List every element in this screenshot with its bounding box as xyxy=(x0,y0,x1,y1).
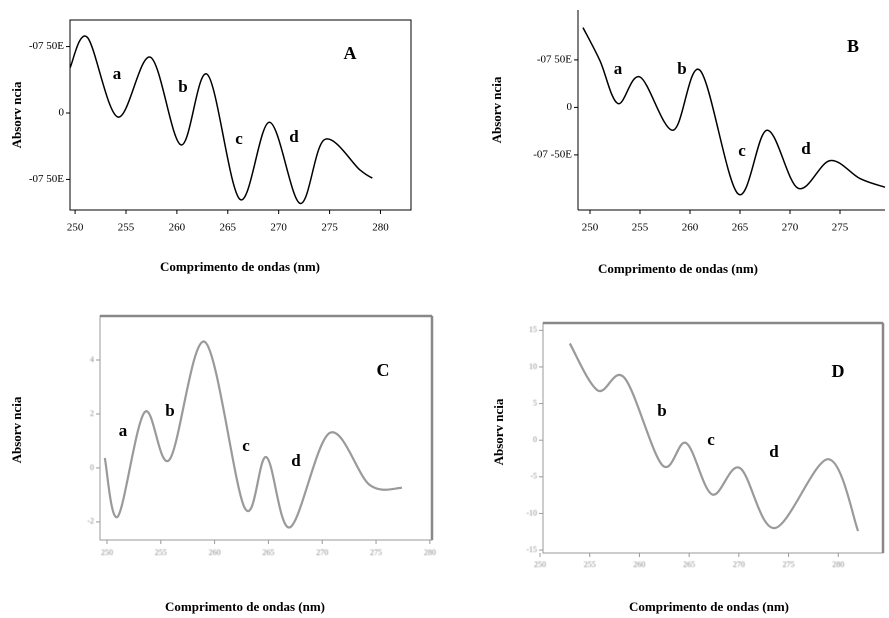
y-tick-label: 10 xyxy=(529,362,537,371)
x-tick-label: 275 xyxy=(832,222,849,234)
y-axis-label: Absorv ncia xyxy=(9,81,24,148)
x-tick-label: 250 xyxy=(101,548,113,557)
x-tick-label: 265 xyxy=(732,222,749,234)
peak-label: c xyxy=(738,141,746,160)
peak-label: c xyxy=(707,430,715,449)
y-tick-label: 4 xyxy=(90,355,94,364)
plot-frame xyxy=(99,315,433,541)
panel-label: C xyxy=(377,360,390,380)
x-tick-label: 280 xyxy=(372,222,389,234)
peak-label: d xyxy=(291,451,301,470)
peak-label: a xyxy=(113,64,122,83)
x-tick-label: 270 xyxy=(733,560,745,569)
x-tick-label: 270 xyxy=(316,548,328,557)
y-tick-label: -07 50E xyxy=(29,40,64,52)
x-tick-label: 275 xyxy=(370,548,382,557)
peak-label: d xyxy=(289,127,299,146)
panel-label: B xyxy=(847,36,859,56)
spectrum-line xyxy=(103,340,402,529)
y-tick-label: 0 xyxy=(90,463,94,472)
x-tick-label: 275 xyxy=(783,560,795,569)
y-axis-label: Absorv ncia xyxy=(9,396,24,463)
peak-label: d xyxy=(801,139,811,158)
y-tick-label: -5 xyxy=(530,472,537,481)
x-tick-label: 250 xyxy=(534,560,546,569)
y-tick-label: -07 -50E xyxy=(533,148,572,160)
peak-label: c xyxy=(235,129,243,148)
x-axis-label: Comprimento de ondas (nm) xyxy=(165,599,325,614)
x-tick-label: 250 xyxy=(67,222,84,234)
x-tick-label: 255 xyxy=(155,548,167,557)
x-tick-label: 270 xyxy=(782,222,799,234)
y-tick-label: 0 xyxy=(567,101,573,113)
peak-label: b xyxy=(657,401,666,420)
peak-label: b xyxy=(677,59,686,78)
y-tick-label: -15 xyxy=(526,545,537,554)
spectrum-line xyxy=(69,35,373,205)
y-tick-label: -07 50E xyxy=(537,53,572,65)
x-tick-label: 260 xyxy=(633,560,645,569)
y-tick-label: -07 50E xyxy=(29,173,64,185)
y-tick-label: -10 xyxy=(526,508,537,517)
peak-label: b xyxy=(178,77,187,96)
spectrum-line xyxy=(568,342,860,532)
x-axis-label: Comprimento de ondas (nm) xyxy=(629,599,789,614)
y-axis-label: Absorv ncia xyxy=(491,398,506,465)
plot-frame xyxy=(69,19,412,211)
x-tick-label: 265 xyxy=(220,222,237,234)
x-tick-label: 270 xyxy=(270,222,287,234)
x-tick-label: 280 xyxy=(424,548,436,557)
panel-label: D xyxy=(832,361,845,381)
peak-label: a xyxy=(614,59,623,78)
y-tick-label: 0 xyxy=(59,107,65,119)
peak-label: d xyxy=(769,442,779,461)
x-tick-label: 260 xyxy=(682,222,699,234)
x-tick-label: 255 xyxy=(584,560,596,569)
x-tick-label: 280 xyxy=(832,560,844,569)
y-axis-label: Absorv ncia xyxy=(489,76,504,143)
x-tick-label: 265 xyxy=(683,560,695,569)
x-tick-label: 260 xyxy=(169,222,186,234)
x-tick-label: 255 xyxy=(118,222,135,234)
peak-label: b xyxy=(165,401,174,420)
y-tick-label: 2 xyxy=(90,409,94,418)
x-axis-label: Comprimento de ondas (nm) xyxy=(598,261,758,276)
y-tick-label: 15 xyxy=(529,325,537,334)
y-tick-label: 5 xyxy=(533,398,537,407)
y-tick-label: -2 xyxy=(87,517,94,526)
peak-label: c xyxy=(242,436,250,455)
y-tick-label: 0 xyxy=(533,435,537,444)
x-tick-label: 265 xyxy=(262,548,274,557)
peak-label: a xyxy=(119,421,128,440)
x-tick-label: 250 xyxy=(582,222,599,234)
x-tick-label: 255 xyxy=(632,222,649,234)
spectrum-line xyxy=(582,27,886,196)
x-tick-label: 260 xyxy=(209,548,221,557)
x-tick-label: 275 xyxy=(321,222,338,234)
x-axis-label: Comprimento de ondas (nm) xyxy=(160,259,320,274)
panel-label: A xyxy=(344,43,357,63)
